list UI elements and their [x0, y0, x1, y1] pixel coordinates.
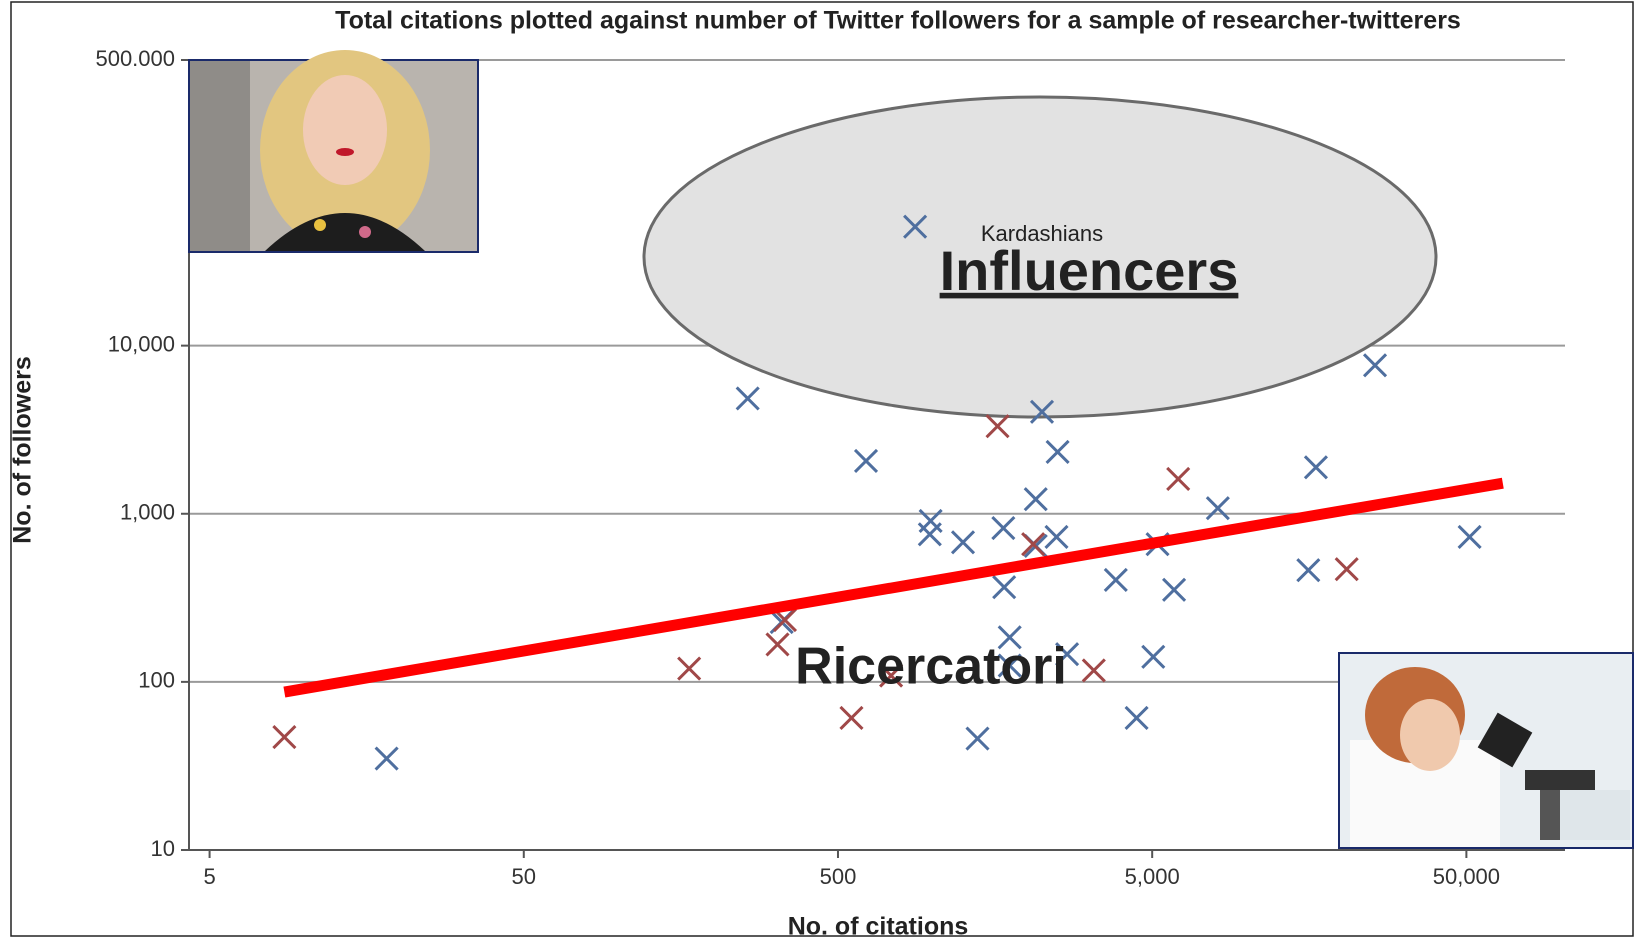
point [1166, 466, 1191, 492]
y-axis-title: No. of followers [9, 356, 37, 544]
y-tick-label: 1,000 [120, 500, 175, 525]
y-tick-label: 500.000 [95, 46, 175, 71]
photo-researcher [1338, 652, 1634, 849]
point [950, 530, 976, 555]
x-tick-label: 500 [820, 864, 857, 889]
point [1162, 577, 1187, 602]
point [374, 746, 399, 771]
point [1141, 644, 1166, 669]
influencers-label: Influencers [940, 239, 1239, 302]
point [1296, 558, 1321, 583]
point [839, 705, 864, 731]
trend-line [283, 477, 1504, 698]
x-tick-label: 50,000 [1433, 864, 1500, 889]
point [1205, 496, 1230, 521]
y-tick-label: 10 [151, 836, 175, 861]
point [1045, 439, 1070, 465]
point [677, 656, 702, 681]
point [1021, 532, 1046, 557]
point [917, 522, 942, 547]
cluster-ellipse [642, 95, 1438, 419]
x-tick-label: 5 [203, 864, 215, 889]
point [992, 575, 1017, 600]
point [853, 448, 879, 474]
point [965, 726, 990, 751]
x-tick-label: 50 [512, 864, 536, 889]
chart-title: Total citations plotted against number o… [335, 7, 1461, 35]
point [1081, 658, 1106, 683]
point [985, 414, 1010, 439]
point [997, 625, 1022, 650]
point [1334, 557, 1359, 582]
point [1362, 353, 1388, 378]
marks-layer [272, 214, 1504, 771]
cluster-label: Kardashians [981, 221, 1103, 246]
point [997, 653, 1022, 678]
point [1103, 567, 1128, 592]
x-axis-title: No. of citations [788, 913, 969, 938]
point [1124, 705, 1149, 731]
point [1055, 642, 1080, 667]
point [879, 663, 904, 688]
point [1303, 455, 1328, 480]
point [903, 214, 928, 239]
researchers-label: Ricercatori [795, 638, 1067, 696]
point [272, 724, 297, 750]
y-tick-label: 100 [138, 668, 175, 693]
point [1029, 399, 1055, 424]
x-tick-label: 5,000 [1125, 864, 1180, 889]
y-tick-label: 10,000 [108, 331, 175, 356]
point [991, 516, 1016, 541]
point [1044, 524, 1069, 549]
point [1023, 487, 1048, 512]
photo-influencer [188, 50, 479, 253]
point [1457, 524, 1482, 549]
point [735, 386, 760, 411]
point [765, 632, 790, 657]
frame [10, 1, 1634, 937]
